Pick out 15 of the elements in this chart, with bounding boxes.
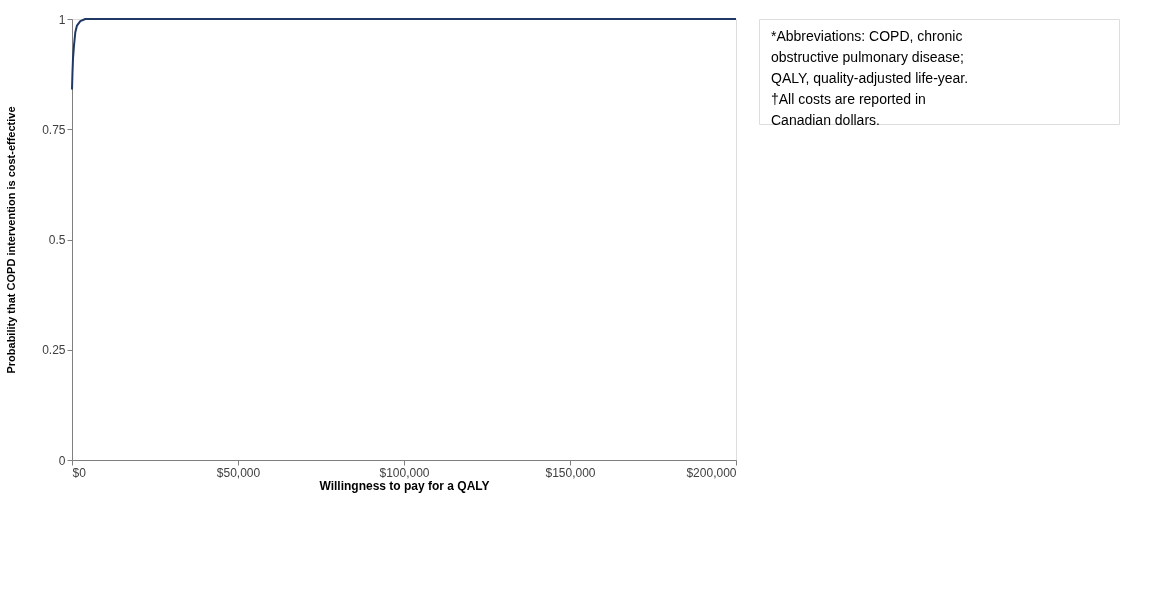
text: *Abbreviations: COPD, chronic obstructive pulmonary disease; QALY, quality-adjusted life-year. (771, 27, 969, 86)
y-tick-label: 1 (58, 12, 66, 27)
x-axis-title: Willingness to pay for a QALY (319, 478, 490, 493)
x-tick-label: $100,000 (379, 465, 430, 480)
y-tick-label: 0.75 (42, 122, 66, 137)
y-tick-label: 0.5 (48, 233, 66, 247)
y-tick-label: 0 (58, 453, 66, 468)
text: †All costs are reported in Canadian dollars. (771, 90, 926, 128)
x-tick-label: $150,000 (545, 465, 596, 480)
x-tick-label: $50,000 (216, 465, 261, 480)
x-tick-label: $0 (72, 465, 87, 480)
y-tick-label: 0.25 (42, 343, 66, 358)
x-tick-label: $200,000 (686, 465, 737, 480)
line-series (71, 18, 737, 91)
y-axis-title: Probability that COPD intervention is cost-effective (5, 106, 18, 374)
